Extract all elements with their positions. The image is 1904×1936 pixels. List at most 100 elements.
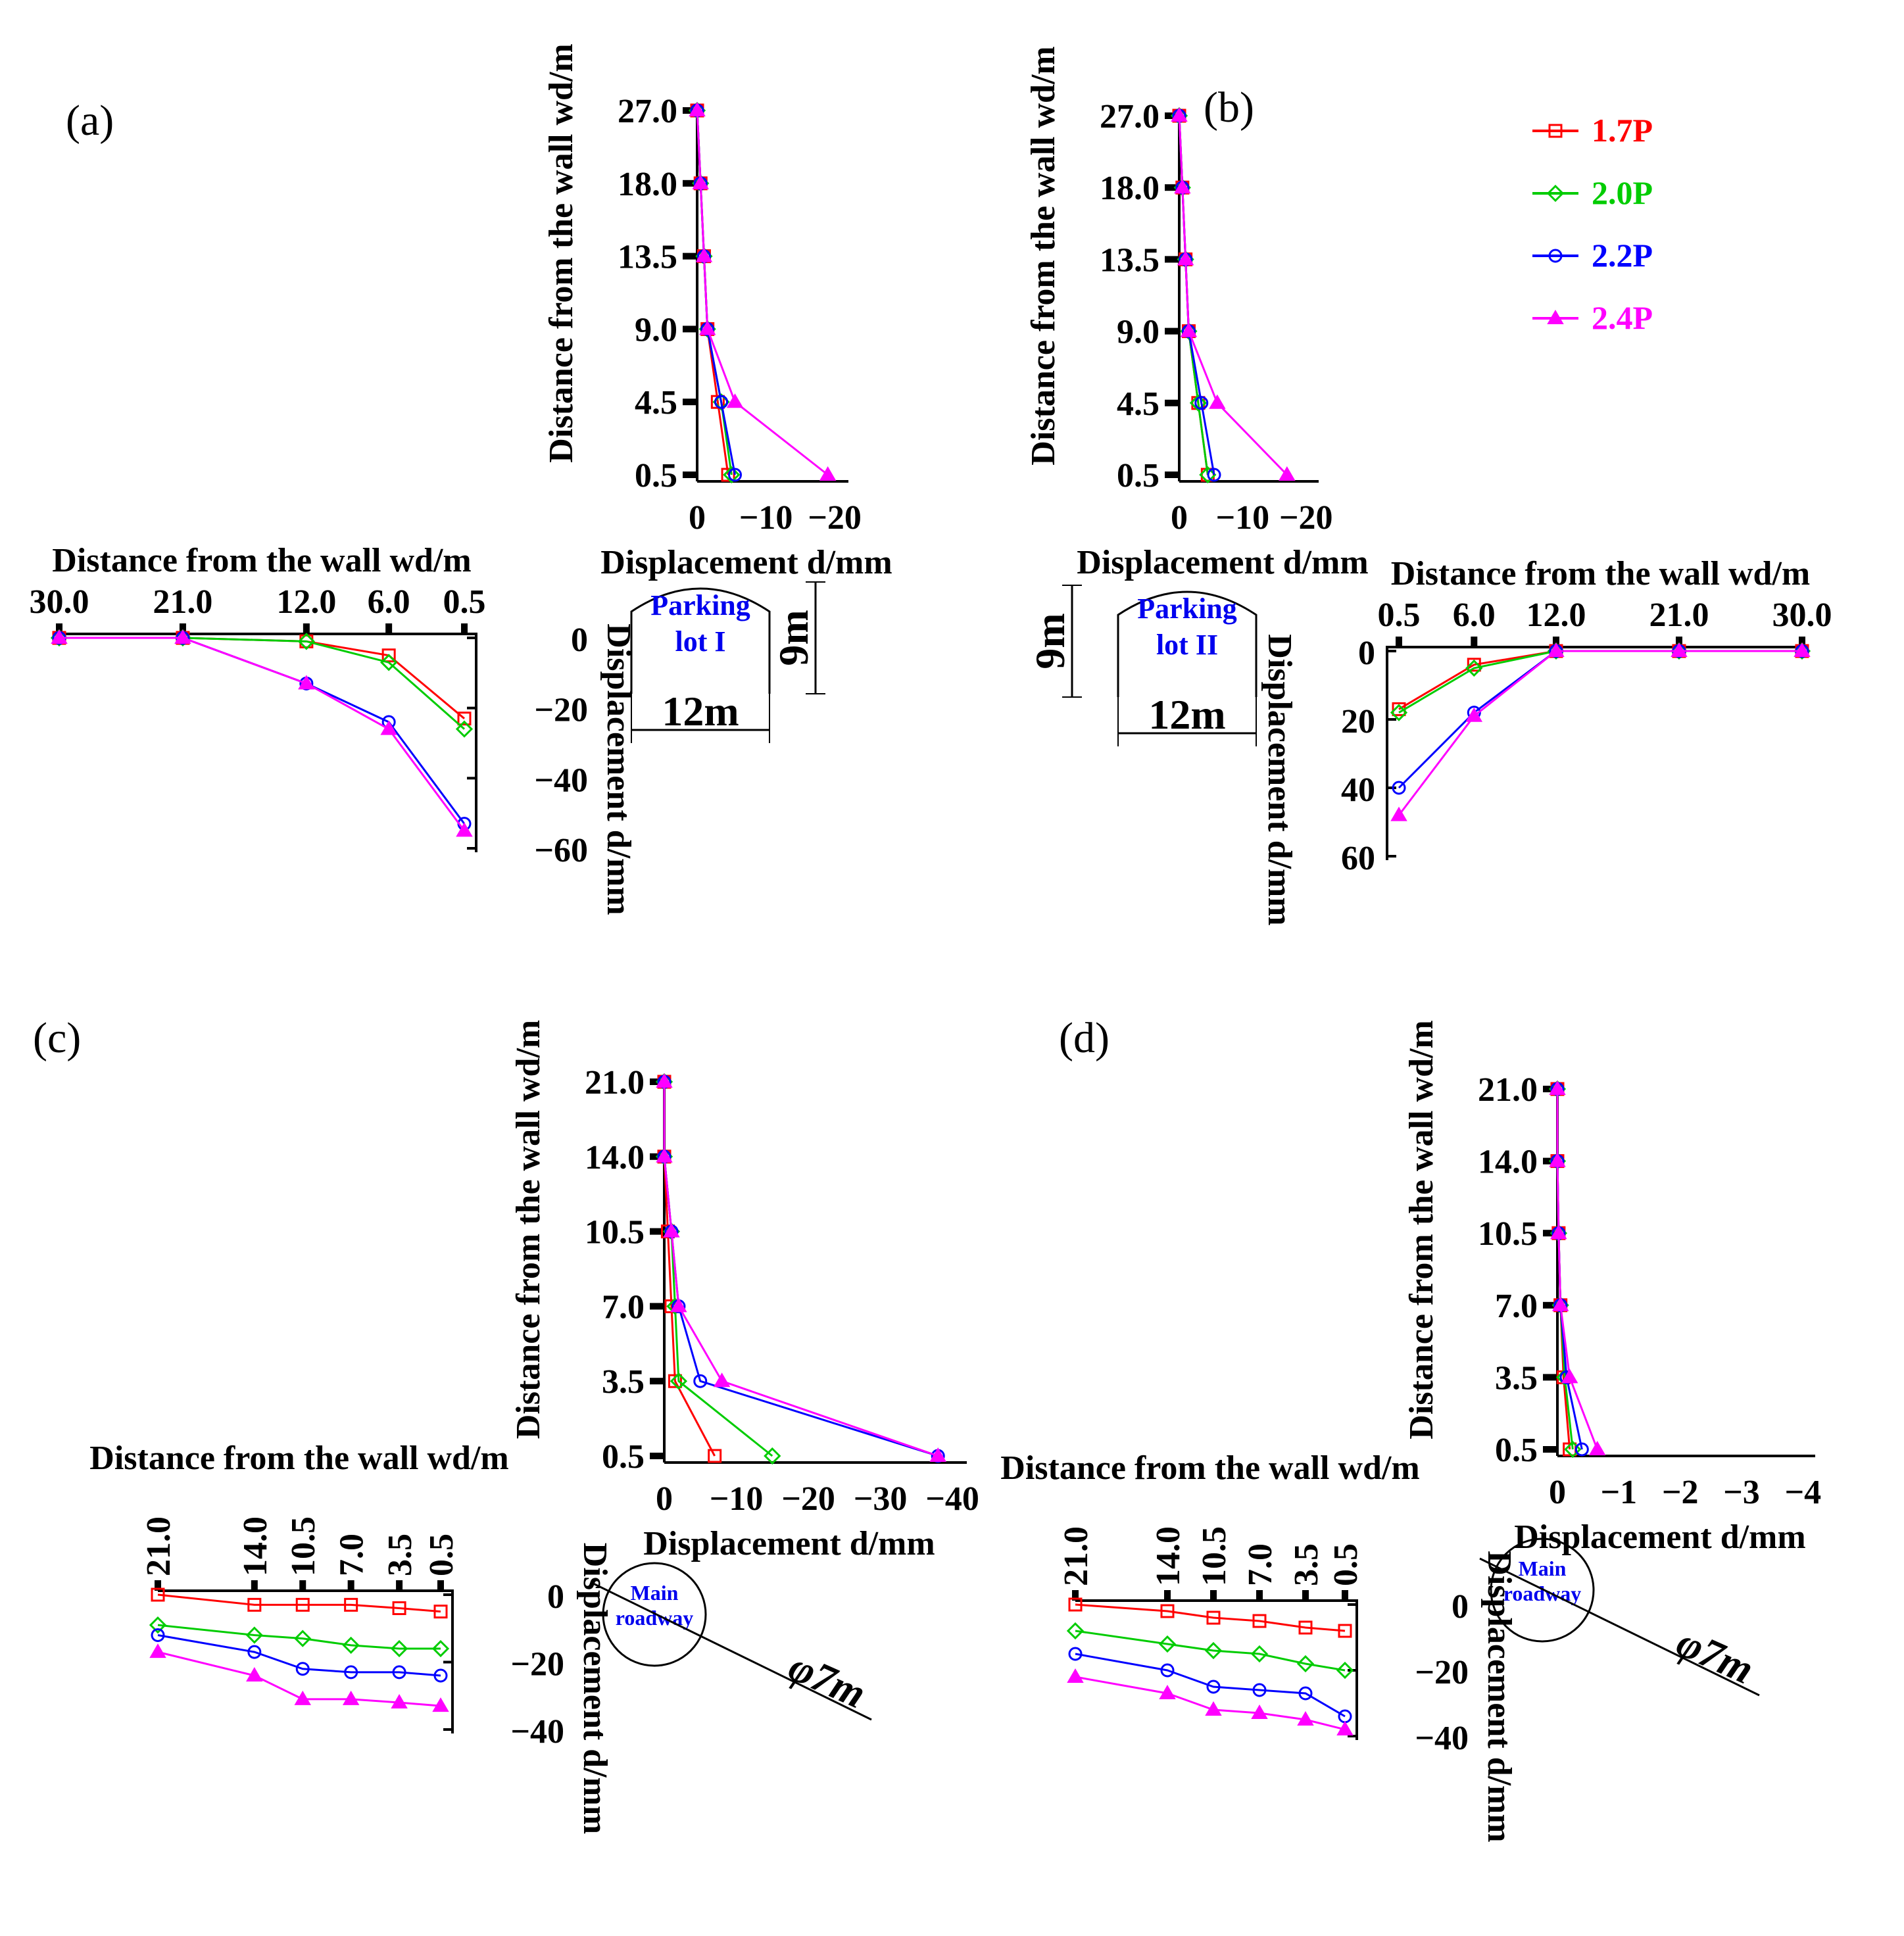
y-tick-label: 0 (571, 621, 588, 659)
y-tick-label: 14.0 (1478, 1144, 1538, 1181)
data-point-2.0P (1158, 1635, 1177, 1653)
series-line-2.0P (1178, 115, 1209, 475)
x-axis-label: Displacement d/mm (643, 1525, 935, 1562)
structure-schematics: (a) Parking lot I 12m 9m (b) Parking lot II 12m 9… (33, 84, 1761, 1721)
data-point-2.2P (1160, 1663, 1175, 1678)
data-point-1.7P (668, 1374, 682, 1388)
series-line-1.7P (1075, 1603, 1346, 1632)
chart-c-roof: 0.5 3.5 7.0 10.5 14.0 21.0 0 −10 −20 −30 −40 Displa… (510, 1020, 979, 1562)
data-point-2.4P (692, 174, 709, 189)
y-tick-label: 14.0 (585, 1139, 645, 1176)
y-tick-label: 10.5 (1478, 1215, 1538, 1253)
x-tick-mark (437, 1580, 444, 1591)
y-tick-label: 21.0 (1478, 1071, 1538, 1109)
x-tick-mark (1302, 1590, 1309, 1601)
x-tick-mark (179, 623, 186, 634)
data-point-1.7P (1068, 1597, 1083, 1612)
panel-b: (b) Parking lot II 12m 9m (1027, 84, 1257, 746)
data-point-2.4P (51, 629, 68, 644)
data-point-1.7P (1467, 658, 1481, 672)
x-tick-mark (347, 1580, 354, 1591)
series-line-2.4P (157, 1651, 441, 1707)
data-point-2.0P (390, 1639, 408, 1658)
legend-item-1.7P: 1.7P (1532, 112, 1653, 149)
y-tick-label: 9.0 (635, 311, 677, 349)
y-axis-label: Displacement d/mm (576, 1543, 614, 1834)
data-point-1.7P (151, 1587, 165, 1602)
data-point-2.0P (245, 1626, 263, 1644)
y-tick-label: 10.5 (585, 1214, 645, 1251)
y-axis-label: Distance from the wall wd/m (510, 1020, 547, 1439)
data-point-2.2P (693, 1374, 708, 1388)
data-point-2.4P (1794, 642, 1811, 657)
x-tick-mark (1256, 1590, 1263, 1601)
chart-c-side: 21.0 14.0 10.5 7.0 3.5 0.5 0 −20 −40 Distance fro… (89, 1440, 614, 1834)
x-tick-label: 3.5 (1288, 1543, 1325, 1586)
data-point-2.0P (764, 1447, 781, 1465)
chart-a-side: 30.0 21.0 12.0 6.0 0.5 0 −20 −40 −60 Distance fro… (30, 542, 638, 915)
legend-item-2.4P: 2.4P (1532, 299, 1653, 336)
y-tick-label: 0 (547, 1578, 564, 1616)
y-tick-label: 18.0 (1100, 170, 1159, 207)
data-point-2.4P (1390, 806, 1407, 821)
diameter-label: φ7m (1670, 1618, 1761, 1693)
series-line-2.2P (1398, 650, 1802, 789)
x-axis-label: Distance from the wall wd/m (1391, 555, 1810, 593)
x-tick-label: −2 (1662, 1474, 1699, 1511)
legend-item-2.0P: 2.0P (1532, 174, 1653, 211)
panel-label: (a) (66, 97, 114, 145)
series-line-2.0P (663, 1082, 773, 1457)
data-point-1.7P (1338, 1624, 1352, 1638)
data-point-2.0P (297, 633, 315, 650)
chart-b-roof: 0.5 4.5 9.0 13.5 18.0 27.0 0 −10 −20 Displacement… (1025, 46, 1369, 581)
legend-item-2.2P: 2.2P (1532, 237, 1653, 274)
series-line-2.2P (59, 637, 466, 825)
y-tick-label: 18.0 (618, 166, 677, 203)
height-label: 9m (1027, 613, 1073, 669)
data-point-2.0P (431, 1639, 450, 1658)
data-point-1.7P (1160, 1604, 1175, 1618)
series-line-2.0P (1075, 1630, 1346, 1672)
panel-label: (c) (33, 1014, 81, 1062)
x-tick-label: 12.0 (1526, 596, 1586, 634)
y-tick-label: 0 (1452, 1588, 1469, 1626)
y-tick-label: −20 (534, 692, 588, 729)
chart-a-roof: 0.5 4.5 9.0 13.5 18.0 27.0 0 −10 −20 Displacement… (543, 43, 892, 581)
data-point-1.7P (708, 1449, 722, 1463)
y-tick-mark (1543, 1446, 1557, 1453)
y-tick-label: −20 (510, 1646, 564, 1683)
x-tick-mark (299, 1580, 306, 1591)
y-tick-mark (650, 1303, 664, 1310)
x-axis-label: Displacement d/mm (600, 544, 892, 581)
x-tick-label: −20 (1279, 499, 1333, 537)
x-tick-label: −10 (1216, 499, 1270, 537)
data-point-2.4P (1671, 642, 1688, 657)
y-axis-label: Displacement d/mm (1261, 634, 1298, 925)
series-line-2.2P (1075, 1653, 1346, 1718)
data-point-2.2P (1252, 1683, 1267, 1697)
y-tick-label: 4.5 (1117, 385, 1159, 423)
data-point-2.2P (1574, 1442, 1589, 1457)
y-tick-label: 0.5 (602, 1438, 645, 1476)
x-tick-label: −10 (710, 1480, 764, 1518)
data-point-2.0P (1189, 394, 1208, 412)
series-line-2.2P (1178, 115, 1215, 475)
data-point-1.7P (344, 1597, 358, 1612)
data-point-2.4P (1549, 1080, 1566, 1095)
x-tick-label: 0.5 (1378, 596, 1421, 634)
x-tick-label: −1 (1601, 1474, 1638, 1511)
x-tick-mark (385, 623, 393, 634)
x-tick-mark (1396, 637, 1402, 647)
x-tick-mark (251, 1580, 258, 1591)
x-tick-label: 6.0 (1453, 596, 1496, 634)
data-point-2.4P (656, 1148, 673, 1163)
data-point-1.7P (392, 1601, 406, 1615)
x-tick-label: 30.0 (30, 583, 89, 621)
x-tick-label: 21.0 (1058, 1526, 1095, 1586)
data-point-2.2P (247, 1645, 262, 1659)
y-axis-label: Distance from the wall wd/m (543, 43, 580, 462)
legend-label: 2.0P (1592, 174, 1653, 211)
data-point-2.2P (1068, 1647, 1083, 1661)
